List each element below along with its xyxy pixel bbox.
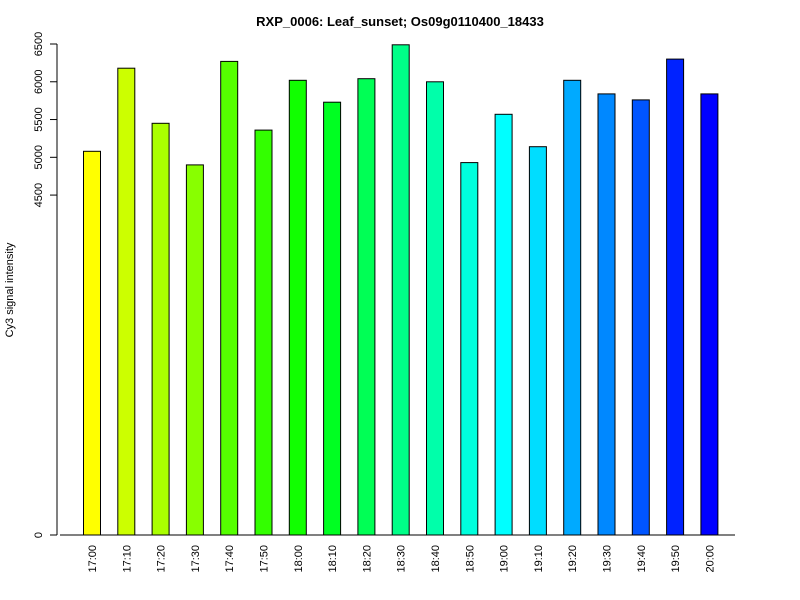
bar [391, 44, 410, 536]
x-tick-label: 18:00 [293, 545, 305, 573]
x-tick-label: 17:50 [259, 545, 271, 573]
x-tick-label: 18:10 [327, 545, 339, 573]
x-tick-label: 18:50 [464, 545, 476, 573]
bar [151, 122, 170, 536]
x-tick-label: 19:10 [533, 545, 545, 573]
x-tick-label: 17:10 [121, 545, 133, 573]
bar [117, 67, 136, 536]
bar [700, 93, 719, 536]
y-tick-label: 6000 [33, 70, 45, 94]
bar [83, 150, 101, 536]
y-axis-title: Cy3 signal intensity [4, 242, 16, 337]
bar [220, 60, 239, 536]
bar [666, 58, 685, 536]
bar [426, 81, 444, 536]
x-tick-label: 18:30 [396, 545, 408, 573]
x-tick-label: 18:40 [430, 545, 442, 573]
chart-title: RXP_0006: Leaf_sunset; Os09g0110400_1843… [256, 14, 544, 29]
bar [185, 164, 204, 536]
bar [563, 79, 582, 536]
x-tick-label: 17:20 [156, 545, 168, 573]
x-tick-label: 17:30 [190, 545, 202, 573]
bar [597, 93, 616, 536]
bar [357, 78, 376, 536]
y-tick-label: 0 [33, 532, 45, 538]
x-tick-label: 19:40 [636, 545, 648, 573]
bar [288, 79, 307, 536]
y-tick-label: 5000 [33, 145, 45, 169]
bar [323, 101, 342, 536]
plot-area: 17:00 17:10 17:20 17:30 17:40 17:50 18:00 18:10… [33, 32, 735, 573]
bar [460, 162, 479, 536]
y-tick-label: 5500 [33, 107, 45, 131]
x-tick-label: 19:00 [499, 545, 511, 573]
y-tick-label: 6500 [33, 32, 45, 56]
x-tick-label: 17:40 [224, 545, 236, 573]
bar [254, 129, 273, 536]
x-tick-label: 20:00 [704, 545, 716, 573]
bar [494, 113, 513, 536]
x-tick-label: 19:50 [670, 545, 682, 573]
x-tick-label: 19:30 [602, 545, 614, 573]
x-tick-label: 17:00 [87, 545, 99, 573]
bar [528, 146, 547, 536]
bar [631, 99, 650, 536]
x-tick-label: 18:20 [361, 545, 373, 573]
x-tick-label: 19:20 [567, 545, 579, 573]
y-tick-label: 4500 [33, 183, 45, 207]
